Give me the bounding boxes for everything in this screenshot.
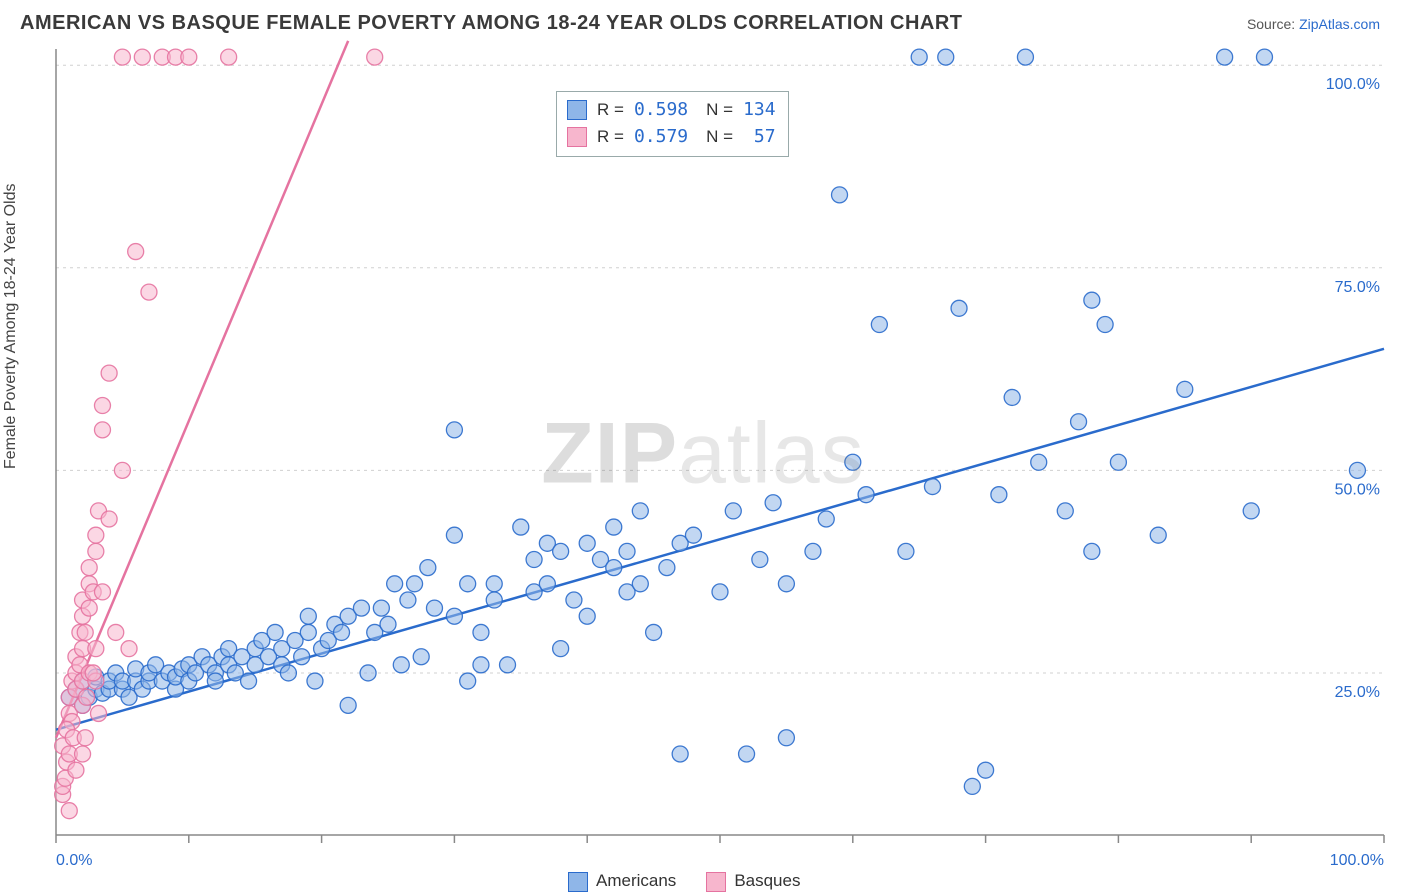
chart-area: Female Poverty Among 18-24 Year Olds ZIP… <box>0 39 1406 889</box>
source-link[interactable]: ZipAtlas.com <box>1299 16 1380 32</box>
svg-text:100.0%: 100.0% <box>1326 76 1380 93</box>
scatter-plot: 0.0% 100.0% 25.0% 50.0% 75.0% 100.0% <box>0 39 1406 889</box>
chart-title: AMERICAN VS BASQUE FEMALE POVERTY AMONG … <box>20 12 963 35</box>
y-axis-label: Female Poverty Among 18-24 Year Olds <box>2 184 20 470</box>
correlation-legend: R =0.598N =134R =0.579N = 57 <box>556 91 789 157</box>
svg-text:75.0%: 75.0% <box>1335 279 1380 296</box>
svg-text:25.0%: 25.0% <box>1335 684 1380 701</box>
svg-text:0.0%: 0.0% <box>56 852 92 869</box>
source: Source: ZipAtlas.com <box>1247 16 1380 32</box>
svg-text:100.0%: 100.0% <box>1330 852 1384 869</box>
source-label: Source: <box>1247 16 1299 32</box>
svg-text:50.0%: 50.0% <box>1335 481 1380 498</box>
series-legend: AmericansBasques <box>568 871 800 892</box>
